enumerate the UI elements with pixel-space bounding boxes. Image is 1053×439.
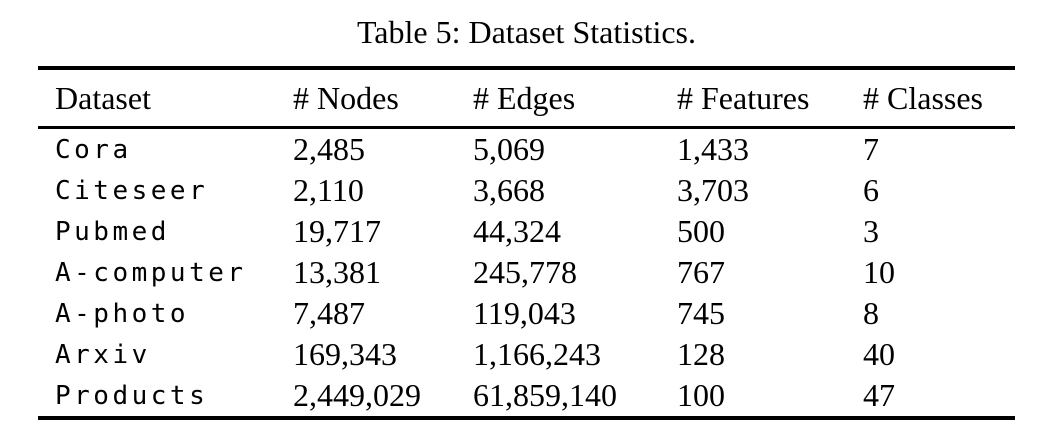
column-header-edges: # Edges bbox=[473, 68, 677, 129]
dataset-name-cell: Cora bbox=[55, 134, 132, 165]
nodes-cell: 13,381 bbox=[293, 254, 381, 290]
nodes-cell: 7,487 bbox=[293, 295, 365, 331]
classes-cell: 3 bbox=[863, 213, 879, 249]
column-header-dataset: Dataset bbox=[38, 68, 293, 129]
features-cell: 767 bbox=[677, 254, 725, 290]
table-row: Cora 2,485 5,069 1,433 7 bbox=[38, 128, 1015, 171]
dataset-name-cell: Arxiv bbox=[55, 339, 151, 370]
classes-cell: 8 bbox=[863, 295, 879, 331]
column-header-features: # Features bbox=[677, 68, 863, 129]
dataset-name-cell: A-photo bbox=[55, 298, 190, 329]
features-cell: 1,433 bbox=[677, 131, 749, 167]
nodes-cell: 2,110 bbox=[293, 172, 364, 208]
edges-cell: 3,668 bbox=[473, 172, 545, 208]
dataset-name-cell: Citeseer bbox=[55, 175, 209, 206]
classes-cell: 40 bbox=[863, 336, 895, 372]
edges-cell: 44,324 bbox=[473, 213, 561, 249]
edges-cell: 1,166,243 bbox=[473, 336, 601, 372]
classes-cell: 7 bbox=[863, 131, 879, 167]
edges-cell: 245,778 bbox=[473, 254, 577, 290]
nodes-cell: 169,343 bbox=[293, 336, 397, 372]
features-cell: 3,703 bbox=[677, 172, 749, 208]
table-body: Cora 2,485 5,069 1,433 7 Citeseer 2,110 … bbox=[38, 128, 1015, 419]
table-caption: Table 5: Dataset Statistics. bbox=[356, 14, 696, 50]
edges-cell: 119,043 bbox=[473, 295, 576, 331]
dataset-name-cell: Pubmed bbox=[55, 216, 170, 247]
nodes-cell: 19,717 bbox=[293, 213, 381, 249]
table-row: A-photo 7,487 119,043 745 8 bbox=[38, 293, 1015, 334]
table-row: A-computer 13,381 245,778 767 10 bbox=[38, 252, 1015, 293]
features-cell: 128 bbox=[677, 336, 725, 372]
classes-cell: 10 bbox=[863, 254, 895, 290]
table-row: Pubmed 19,717 44,324 500 3 bbox=[38, 211, 1015, 252]
table-row: Citeseer 2,110 3,668 3,703 6 bbox=[38, 170, 1015, 211]
dataset-name-cell: A-computer bbox=[55, 257, 247, 288]
paper-figure: Table 5: Dataset Statistics. Dataset # N… bbox=[38, 14, 1015, 420]
nodes-cell: 2,449,029 bbox=[293, 377, 421, 413]
features-cell: 500 bbox=[677, 213, 725, 249]
dataset-statistics-table: Dataset # Nodes # Edges # Features # Cla… bbox=[38, 66, 1015, 420]
table-header: Dataset # Nodes # Edges # Features # Cla… bbox=[38, 68, 1015, 129]
header-row: Dataset # Nodes # Edges # Features # Cla… bbox=[38, 68, 1015, 129]
nodes-cell: 2,485 bbox=[293, 131, 365, 167]
features-cell: 100 bbox=[677, 377, 725, 413]
edges-cell: 61,859,140 bbox=[473, 377, 617, 413]
classes-cell: 6 bbox=[863, 172, 879, 208]
edges-cell: 5,069 bbox=[473, 131, 545, 167]
column-header-nodes: # Nodes bbox=[293, 68, 473, 129]
classes-cell: 47 bbox=[863, 377, 895, 413]
table-row: Products 2,449,029 61,859,140 100 47 bbox=[38, 375, 1015, 418]
column-header-classes: # Classes bbox=[863, 68, 1015, 129]
table-row: Arxiv 169,343 1,166,243 128 40 bbox=[38, 334, 1015, 375]
dataset-name-cell: Products bbox=[55, 380, 209, 411]
features-cell: 745 bbox=[677, 295, 725, 331]
